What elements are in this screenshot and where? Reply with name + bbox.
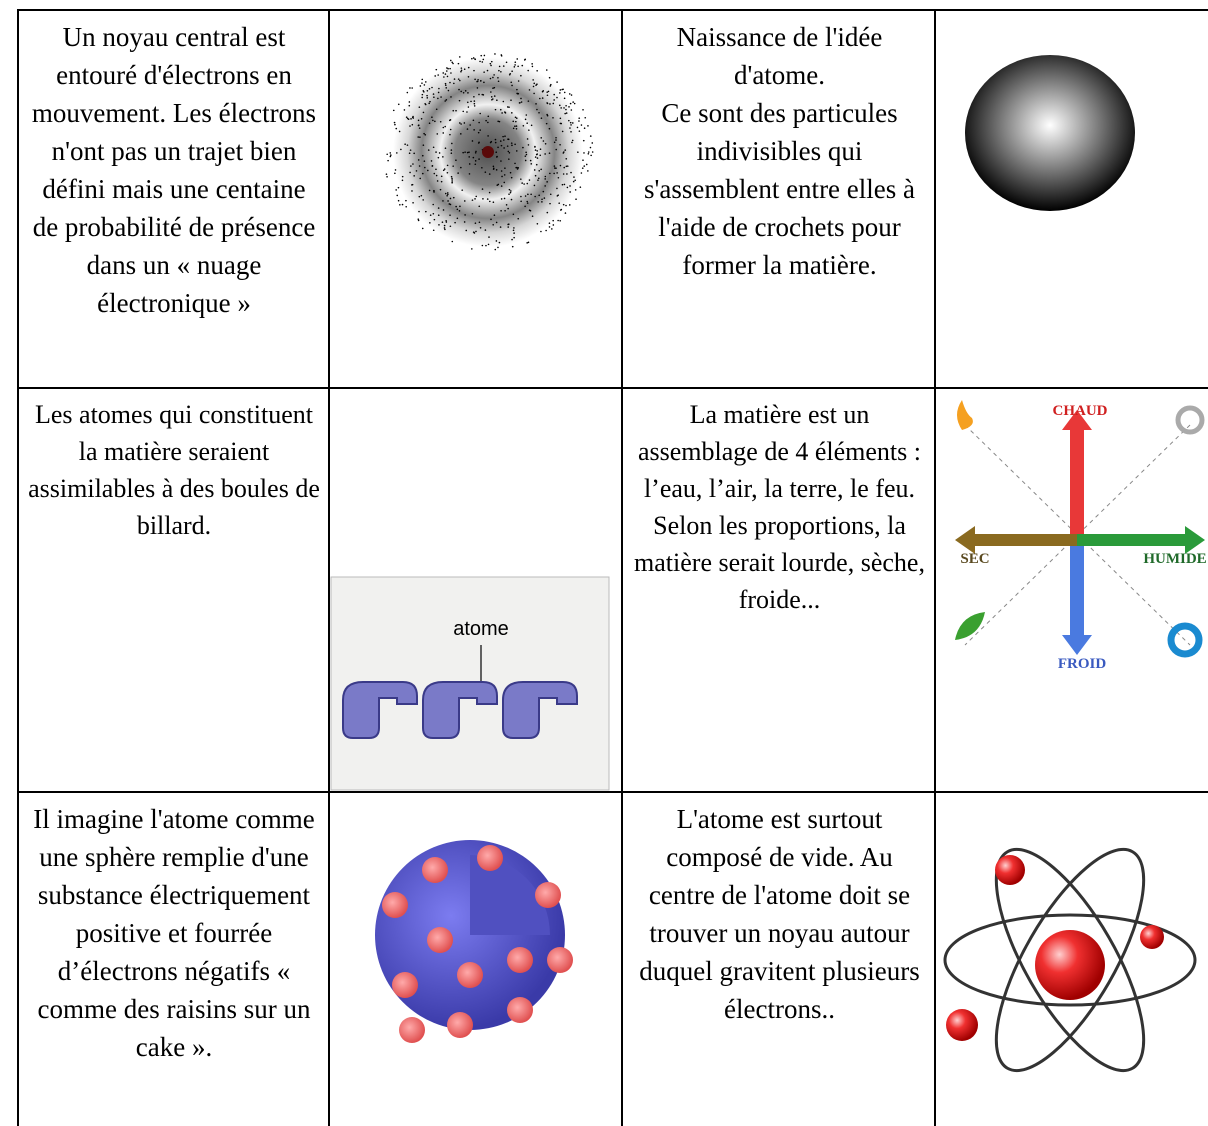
table-border [934, 9, 936, 1126]
table-border [328, 9, 330, 1126]
image-label: CHAUD [1053, 403, 1108, 419]
cell: Il imagine l'atome comme une sphère remp… [19, 794, 329, 1126]
cell: Les atomes qui constituent la matière se… [19, 390, 329, 792]
table-border [17, 387, 1208, 389]
cell-text: La matière est un assemblage de 4 élémen… [634, 400, 925, 614]
hooked-atoms: atome [330, 576, 610, 791]
image-label: HUMIDE [1143, 551, 1206, 567]
table-border [17, 791, 1208, 793]
cell-text: Un noyau central est entouré d'électrons… [31, 22, 317, 318]
sphere [965, 55, 1135, 211]
cell-text: Les atomes qui constituent la matière se… [28, 400, 320, 540]
table-border [17, 9, 19, 1126]
cell: La matière est un assemblage de 4 élémen… [624, 390, 935, 792]
cell: Naissance de l'idée d'atome. Ce sont des … [624, 12, 935, 388]
cell-text: L'atome est surtout composé de vide. Au … [639, 804, 920, 1024]
cell: L'atome est surtout composé de vide. Au … [624, 794, 935, 1126]
image-label: SEC [960, 551, 989, 567]
image-label: atome [453, 618, 509, 640]
cell-text: Il imagine l'atome comme une sphère remp… [33, 804, 315, 1062]
bohr-atom [943, 847, 1197, 1073]
table-border [17, 9, 1208, 11]
elements-diagram: CHAUD SEC HUMIDE FROID [955, 400, 1207, 672]
cell-text: Naissance de l'idée d'atome. [676, 22, 883, 90]
cell: Un noyau central est entouré d'électrons… [19, 12, 329, 388]
electron-cloud [385, 53, 594, 251]
image-label: FROID [1058, 656, 1107, 672]
plum-pudding [375, 840, 573, 1043]
table-border [621, 9, 623, 1126]
cell-text: Ce sont des particules indivisibles qui … [643, 98, 915, 280]
